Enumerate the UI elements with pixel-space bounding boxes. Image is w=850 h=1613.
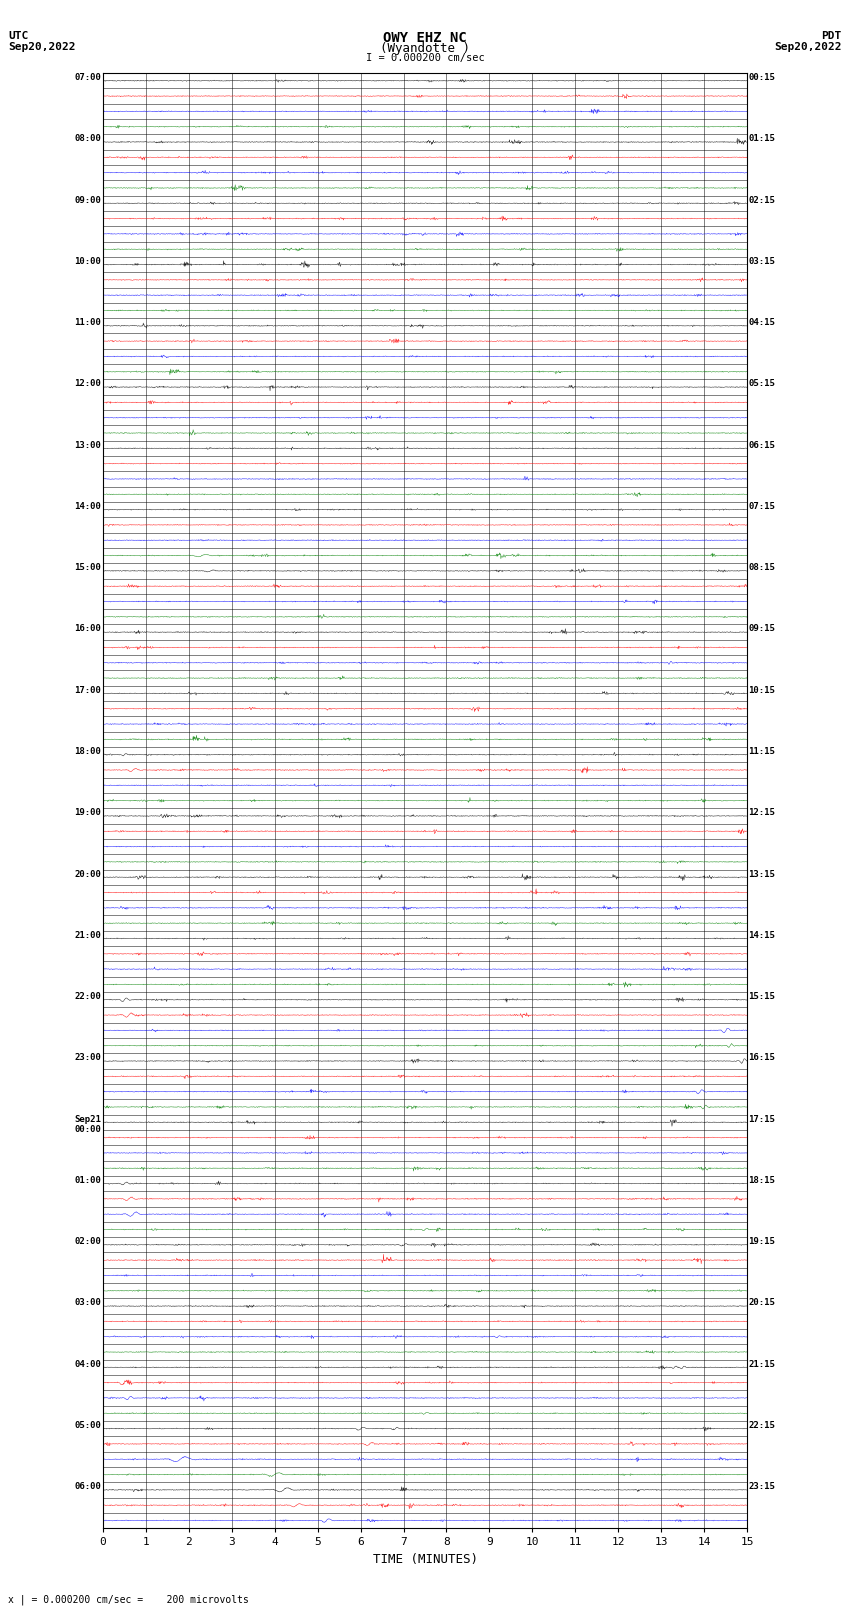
- Text: UTC: UTC: [8, 31, 29, 40]
- Text: 05:00: 05:00: [75, 1421, 101, 1431]
- Text: 22:00: 22:00: [75, 992, 101, 1002]
- X-axis label: TIME (MINUTES): TIME (MINUTES): [372, 1553, 478, 1566]
- Text: 13:15: 13:15: [749, 869, 775, 879]
- Text: 05:15: 05:15: [749, 379, 775, 389]
- Text: 13:00: 13:00: [75, 440, 101, 450]
- Text: 06:00: 06:00: [75, 1482, 101, 1490]
- Text: 23:00: 23:00: [75, 1053, 101, 1063]
- Text: 19:15: 19:15: [749, 1237, 775, 1247]
- Text: 19:00: 19:00: [75, 808, 101, 818]
- Text: 11:00: 11:00: [75, 318, 101, 327]
- Text: 02:00: 02:00: [75, 1237, 101, 1247]
- Text: 03:00: 03:00: [75, 1298, 101, 1308]
- Text: 21:00: 21:00: [75, 931, 101, 940]
- Text: 01:00: 01:00: [75, 1176, 101, 1186]
- Text: 17:00: 17:00: [75, 686, 101, 695]
- Text: 07:00: 07:00: [75, 73, 101, 82]
- Text: 21:15: 21:15: [749, 1360, 775, 1369]
- Text: 18:15: 18:15: [749, 1176, 775, 1186]
- Text: 02:15: 02:15: [749, 195, 775, 205]
- Text: I = 0.000200 cm/sec: I = 0.000200 cm/sec: [366, 53, 484, 63]
- Text: 09:00: 09:00: [75, 195, 101, 205]
- Text: 23:15: 23:15: [749, 1482, 775, 1490]
- Text: 15:00: 15:00: [75, 563, 101, 573]
- Text: 04:00: 04:00: [75, 1360, 101, 1369]
- Text: Sep21
00:00: Sep21 00:00: [75, 1115, 101, 1134]
- Text: x | = 0.000200 cm/sec =    200 microvolts: x | = 0.000200 cm/sec = 200 microvolts: [8, 1594, 249, 1605]
- Text: OWY EHZ NC: OWY EHZ NC: [383, 31, 467, 45]
- Text: PDT: PDT: [821, 31, 842, 40]
- Text: 00:15: 00:15: [749, 73, 775, 82]
- Text: 18:00: 18:00: [75, 747, 101, 756]
- Text: 17:15: 17:15: [749, 1115, 775, 1124]
- Text: 14:15: 14:15: [749, 931, 775, 940]
- Text: 01:15: 01:15: [749, 134, 775, 144]
- Text: 08:15: 08:15: [749, 563, 775, 573]
- Text: 20:00: 20:00: [75, 869, 101, 879]
- Text: 03:15: 03:15: [749, 256, 775, 266]
- Text: 16:15: 16:15: [749, 1053, 775, 1063]
- Text: 10:00: 10:00: [75, 256, 101, 266]
- Text: 14:00: 14:00: [75, 502, 101, 511]
- Text: 12:00: 12:00: [75, 379, 101, 389]
- Text: 10:15: 10:15: [749, 686, 775, 695]
- Text: 09:15: 09:15: [749, 624, 775, 634]
- Text: 12:15: 12:15: [749, 808, 775, 818]
- Text: 16:00: 16:00: [75, 624, 101, 634]
- Text: 04:15: 04:15: [749, 318, 775, 327]
- Text: Sep20,2022: Sep20,2022: [8, 42, 76, 52]
- Text: (Wyandotte ): (Wyandotte ): [380, 42, 470, 55]
- Text: 07:15: 07:15: [749, 502, 775, 511]
- Text: 20:15: 20:15: [749, 1298, 775, 1308]
- Text: 22:15: 22:15: [749, 1421, 775, 1431]
- Text: 11:15: 11:15: [749, 747, 775, 756]
- Text: Sep20,2022: Sep20,2022: [774, 42, 842, 52]
- Text: 15:15: 15:15: [749, 992, 775, 1002]
- Text: 08:00: 08:00: [75, 134, 101, 144]
- Text: 06:15: 06:15: [749, 440, 775, 450]
